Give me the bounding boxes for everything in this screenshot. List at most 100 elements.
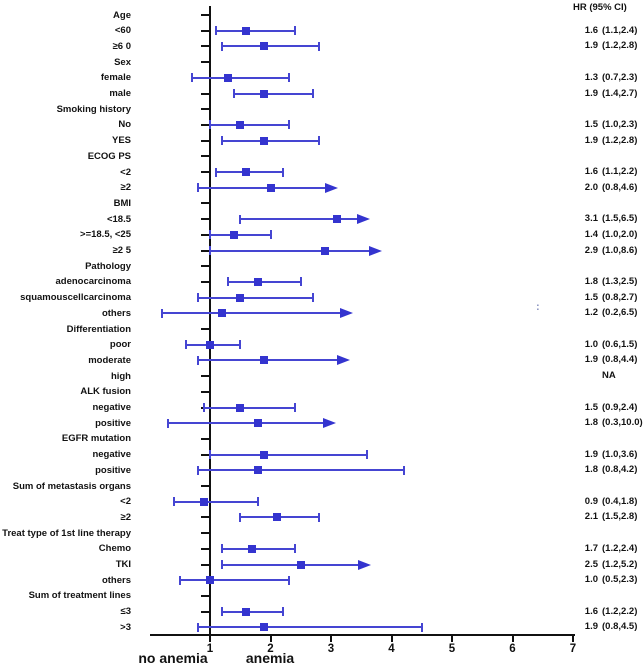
row-axis-tick	[200, 139, 210, 142]
ci-value: (1.5,2.8)	[602, 511, 638, 523]
row-axis-tick	[200, 45, 210, 48]
hr-point-square	[199, 497, 208, 506]
row-axis-tick	[200, 328, 210, 330]
x-axis-tick-label: 5	[448, 643, 456, 655]
row-axis-tick	[200, 14, 210, 16]
row-axis-tick	[200, 171, 210, 173]
ci-cap-right	[257, 497, 260, 507]
arrow-right-icon	[336, 355, 350, 366]
hr-value: 1.4	[584, 228, 598, 240]
hr-value: 1.7	[584, 542, 598, 554]
ci-cap-left	[196, 293, 199, 303]
x-axis-tick	[390, 636, 393, 642]
hr-value: 1.3	[584, 71, 598, 83]
row-label-subgroup: ≥2 5	[112, 245, 131, 256]
x-axis-tick-label: 3	[327, 643, 335, 655]
ci-cap-left	[209, 246, 211, 255]
row-axis-tick	[200, 61, 210, 64]
row-label-subgroup: others	[101, 574, 131, 586]
ci-cap-left	[215, 167, 218, 177]
row-axis-tick	[200, 265, 210, 268]
ci-cap-left	[184, 340, 187, 350]
row-label-subgroup: <2	[120, 166, 131, 178]
ci-cap-right	[402, 465, 405, 475]
row-axis-tick	[200, 375, 210, 378]
ci-cap-left	[160, 308, 163, 318]
hr-point-square	[236, 120, 245, 129]
row-axis-tick	[200, 202, 210, 205]
row-axis-tick	[200, 92, 210, 95]
ci-value: (1.3,2.5)	[602, 275, 638, 287]
hr-na-value: NA	[602, 370, 616, 382]
hr-point-square	[206, 340, 214, 349]
hr-point-square	[272, 513, 281, 522]
x-axis-tick-label: 7	[569, 643, 577, 655]
ci-value: (1.2,2.8)	[602, 40, 638, 52]
ci-cap-right	[317, 136, 320, 146]
ci-value: (1.5,6.5)	[602, 213, 638, 225]
ci-cap-right	[293, 26, 296, 36]
ci-line	[216, 29, 295, 32]
row-axis-tick	[200, 563, 210, 566]
row-label-category: BMI	[113, 197, 131, 209]
ci-line	[222, 547, 295, 550]
x-axis-label-no-anemia: no anemia	[138, 650, 208, 666]
row-axis-tick	[200, 437, 210, 440]
hr-point-square	[333, 215, 342, 224]
row-label-category: EGFR mutation	[61, 433, 131, 445]
ci-line	[234, 92, 313, 95]
ci-cap-left	[221, 41, 224, 51]
row-axis-tick	[200, 547, 210, 550]
hr-value: 1.5	[584, 118, 598, 130]
hr-point-square	[206, 576, 214, 585]
hr-value: 1.9	[584, 354, 598, 366]
arrow-right-icon	[325, 182, 339, 193]
ci-value: (1.0,2.3)	[602, 118, 638, 130]
hr-point-square	[320, 246, 329, 255]
row-label-category: Age	[113, 9, 131, 21]
ci-cap-left	[166, 418, 169, 428]
arrow-right-icon	[339, 308, 353, 319]
x-axis-tick-label: 4	[388, 643, 395, 655]
ci-value: (1.2,2.4)	[602, 542, 638, 554]
hr-value: 1.2	[584, 307, 598, 319]
hr-point-square	[224, 73, 233, 82]
row-label-category: ECOG PS	[87, 150, 131, 162]
row-axis-tick	[200, 233, 210, 236]
ci-line	[210, 453, 368, 456]
row-label-category: Differentiation	[66, 323, 131, 335]
hr-value: 2.1	[584, 511, 598, 523]
hr-value: 1.0	[584, 338, 598, 350]
ci-cap-right	[293, 403, 296, 412]
x-axis-tick	[269, 636, 272, 642]
hr-value: 1.6	[584, 24, 598, 36]
hr-point-square	[260, 136, 269, 145]
ci-cap-right	[420, 622, 423, 632]
x-axis-tick-label: 6	[509, 643, 516, 655]
ci-line	[222, 45, 319, 48]
hr-point-square	[260, 42, 269, 51]
ci-cap-right	[287, 73, 290, 83]
hr-point-square	[254, 466, 263, 475]
hr-point-square	[260, 89, 269, 98]
ci-cap-left	[196, 355, 199, 365]
hr-point-square	[260, 450, 269, 459]
ci-cap-right	[311, 89, 314, 98]
hr-value: 0.9	[584, 495, 598, 507]
ci-value: (0.8,2.7)	[602, 291, 638, 303]
ci-cap-left	[221, 136, 224, 146]
ci-line	[197, 626, 422, 629]
arrow-right-icon	[357, 559, 371, 570]
hr-value: 1.6	[584, 166, 598, 177]
ci-value: (0.5,2.3)	[602, 574, 638, 586]
hr-point-square	[242, 26, 251, 35]
ci-value: (0.9,2.4)	[602, 401, 638, 413]
ci-cap-left	[209, 230, 211, 240]
hr-point-square	[236, 293, 245, 302]
ci-line	[240, 218, 360, 221]
ci-cap-right	[287, 120, 290, 130]
ci-value: (0.8,4.2)	[602, 464, 638, 476]
row-label-subgroup: female	[100, 72, 131, 84]
row-axis-tick	[200, 280, 210, 283]
